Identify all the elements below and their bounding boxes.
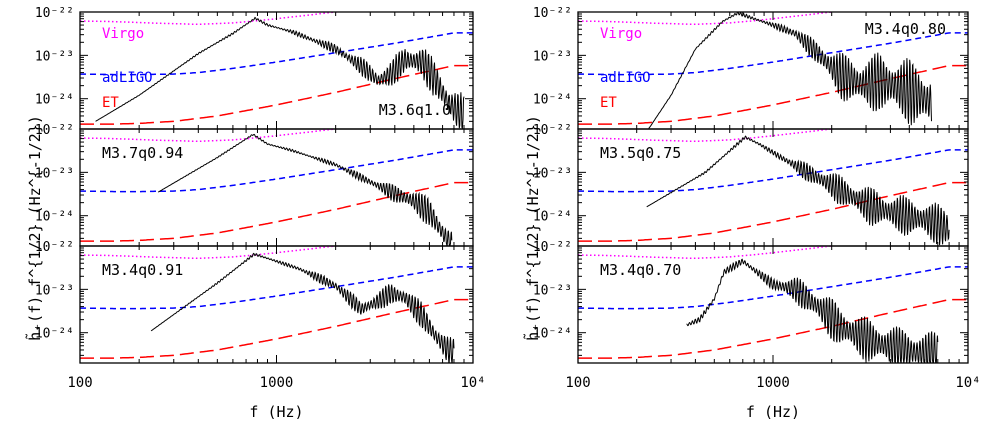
signal-curve: [646, 135, 950, 246]
virgo-noise-curve: [578, 246, 838, 260]
y-tick-label: 10⁻²⁴: [533, 93, 572, 108]
panel-label: M3.5q0.75: [600, 144, 681, 162]
et-noise-curve: [80, 181, 473, 242]
panel-label: M3.7q0.94: [102, 144, 183, 162]
legend-virgo: Virgo: [102, 26, 144, 42]
et-noise-curve: [80, 298, 473, 359]
y-axis-label: h̃₊(f) f^{1/2} (Hz^{-1/2}): [523, 115, 542, 341]
legend-adligo: adLIGO: [102, 70, 153, 86]
signal-curve: [95, 16, 465, 129]
adligo-noise-curve: [80, 32, 473, 76]
y-tick-label: 10⁻²²: [533, 240, 572, 255]
x-tick-label: 10⁴: [955, 375, 980, 391]
panel-m3-4q0-70: 10⁻²² 10⁻²³ 10⁻²⁴ 100 1000 10⁴ M3.4q0.70: [533, 240, 981, 391]
x-tick-label: 1000: [260, 375, 294, 391]
panel-label: M3.6q1.0: [379, 101, 451, 119]
y-tick-label: 10⁻²³: [533, 166, 572, 181]
x-axis-label: f (Hz): [746, 403, 800, 421]
legend-adligo: adLIGO: [600, 70, 651, 86]
x-tick-label: 100: [67, 375, 92, 391]
et-noise-curve: [578, 298, 968, 359]
panel-label: M3.4q0.80: [865, 20, 946, 38]
y-tick-label: 10⁻²⁴: [533, 327, 572, 342]
panel-label: M3.4q0.70: [600, 261, 681, 279]
panel-m3-7q0-94: 10⁻²² 10⁻²³ 10⁻²⁴ M3.7q0.94: [35, 123, 474, 247]
signal-curve: [150, 252, 455, 363]
panel-m3-5q0-75: 10⁻²² 10⁻²³ 10⁻²⁴ M3.5q0.75: [533, 123, 969, 247]
y-tick-label: 10⁻²³: [35, 49, 74, 64]
signal-curve: [686, 258, 939, 363]
y-tick-label: 10⁻²³: [35, 283, 74, 298]
panel-label: M3.4q0.91: [102, 261, 183, 279]
y-axis-label: h̃₊(f) f^{1/2} (Hz^{-1/2}): [25, 115, 44, 341]
adligo-noise-curve: [578, 149, 968, 193]
adligo-noise-curve: [80, 266, 473, 310]
y-tick-label: 10⁻²³: [35, 166, 74, 181]
signal-curve: [648, 12, 932, 129]
y-tick-label: 10⁻²⁴: [533, 210, 572, 225]
legend-et: ET: [600, 95, 617, 111]
panel-m3-4q0-80: 10⁻²² 10⁻²³ 10⁻²⁴ Virgo adLIGO ET M3.4q0.80: [533, 6, 969, 130]
y-tick-label: 10⁻²³: [533, 283, 572, 298]
y-tick-label: 10⁻²⁴: [35, 210, 74, 225]
adligo-noise-curve: [578, 266, 968, 310]
virgo-noise-curve: [578, 12, 838, 26]
signal-curve: [157, 133, 453, 246]
legend-virgo: Virgo: [600, 26, 642, 42]
y-tick-label: 10⁻²⁴: [35, 93, 74, 108]
adligo-noise-curve: [80, 149, 473, 193]
x-tick-label: 10⁴: [460, 375, 485, 391]
y-tick-label: 10⁻²⁴: [35, 327, 74, 342]
x-tick-label: 100: [565, 375, 590, 391]
x-tick-label: 1000: [756, 375, 790, 391]
adligo-noise-curve: [578, 32, 968, 76]
y-tick-label: 10⁻²²: [35, 123, 74, 138]
virgo-noise-curve: [578, 129, 838, 143]
y-tick-label: 10⁻²²: [533, 6, 572, 21]
x-axis-label: f (Hz): [249, 403, 303, 421]
legend-et: ET: [102, 95, 119, 111]
et-noise-curve: [80, 64, 473, 125]
panel-m3-4q0-91: 10⁻²² 10⁻²³ 10⁻²⁴ 100 1000 10⁴ M3.4q0.91: [35, 240, 486, 391]
y-tick-label: 10⁻²³: [533, 49, 572, 64]
panel-m3-6q1-0: 10⁻²² 10⁻²³ 10⁻²⁴ Virgo adLIGO ET M3.6q1.0: [35, 6, 474, 130]
y-tick-label: 10⁻²²: [533, 123, 572, 138]
y-tick-label: 10⁻²²: [35, 240, 74, 255]
et-noise-curve: [578, 181, 968, 242]
y-tick-label: 10⁻²²: [35, 6, 74, 21]
